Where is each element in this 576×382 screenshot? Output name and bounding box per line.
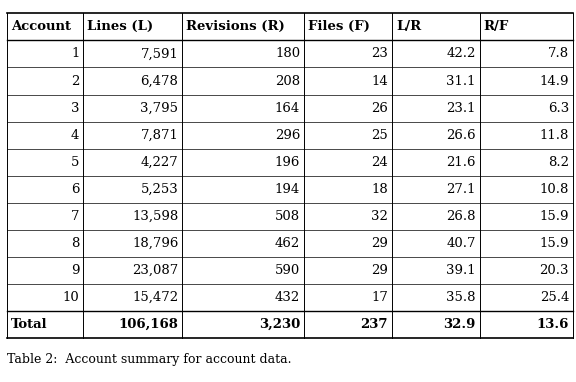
Text: 29: 29: [371, 237, 388, 250]
Text: 23.1: 23.1: [446, 102, 476, 115]
Text: 35.8: 35.8: [446, 291, 476, 304]
Text: 25: 25: [371, 129, 388, 142]
Text: 13.6: 13.6: [537, 318, 569, 331]
Text: 180: 180: [275, 47, 300, 60]
Text: 208: 208: [275, 74, 300, 87]
Text: 15.9: 15.9: [540, 210, 569, 223]
Text: R/F: R/F: [484, 20, 509, 33]
Text: 8.2: 8.2: [548, 156, 569, 169]
Text: Revisions (R): Revisions (R): [187, 20, 285, 33]
Text: 1: 1: [71, 47, 79, 60]
Text: 27.1: 27.1: [446, 183, 476, 196]
Text: Account: Account: [11, 20, 71, 33]
Text: 9: 9: [71, 264, 79, 277]
Text: 40.7: 40.7: [446, 237, 476, 250]
Text: 32: 32: [371, 210, 388, 223]
Text: 14.9: 14.9: [540, 74, 569, 87]
Text: 23,087: 23,087: [132, 264, 179, 277]
Text: 237: 237: [361, 318, 388, 331]
Text: 3,230: 3,230: [259, 318, 300, 331]
Text: 164: 164: [275, 102, 300, 115]
Text: 25.4: 25.4: [540, 291, 569, 304]
Text: 6,478: 6,478: [141, 74, 179, 87]
Text: 18: 18: [371, 183, 388, 196]
Text: 4: 4: [71, 129, 79, 142]
Text: 13,598: 13,598: [132, 210, 179, 223]
Text: 31.1: 31.1: [446, 74, 476, 87]
Text: 26.8: 26.8: [446, 210, 476, 223]
Text: 32.9: 32.9: [444, 318, 476, 331]
Text: Lines (L): Lines (L): [88, 20, 154, 33]
Text: 15,472: 15,472: [132, 291, 179, 304]
Text: 4,227: 4,227: [141, 156, 179, 169]
Text: 7: 7: [71, 210, 79, 223]
Text: 7.8: 7.8: [548, 47, 569, 60]
Text: 7,871: 7,871: [141, 129, 179, 142]
Text: 8: 8: [71, 237, 79, 250]
Text: 26.6: 26.6: [446, 129, 476, 142]
Text: 11.8: 11.8: [540, 129, 569, 142]
Text: 5,253: 5,253: [141, 183, 179, 196]
Text: 3: 3: [71, 102, 79, 115]
Text: 194: 194: [275, 183, 300, 196]
Text: 508: 508: [275, 210, 300, 223]
Text: 18,796: 18,796: [132, 237, 179, 250]
Text: 462: 462: [275, 237, 300, 250]
Text: 21.6: 21.6: [446, 156, 476, 169]
Text: 3,795: 3,795: [141, 102, 179, 115]
Text: Files (F): Files (F): [308, 20, 370, 33]
Text: 5: 5: [71, 156, 79, 169]
Text: 590: 590: [275, 264, 300, 277]
Text: 296: 296: [275, 129, 300, 142]
Text: L/R: L/R: [396, 20, 421, 33]
Text: 14: 14: [371, 74, 388, 87]
Text: 17: 17: [371, 291, 388, 304]
Text: 24: 24: [371, 156, 388, 169]
Text: 6.3: 6.3: [548, 102, 569, 115]
Text: 26: 26: [371, 102, 388, 115]
Text: 23: 23: [371, 47, 388, 60]
Text: Table 2:  Account summary for account data.: Table 2: Account summary for account dat…: [7, 353, 291, 366]
Text: 29: 29: [371, 264, 388, 277]
Text: 2: 2: [71, 74, 79, 87]
Text: 10.8: 10.8: [540, 183, 569, 196]
Text: 42.2: 42.2: [446, 47, 476, 60]
Text: 432: 432: [275, 291, 300, 304]
Text: 20.3: 20.3: [540, 264, 569, 277]
Text: Total: Total: [11, 318, 48, 331]
Text: 6: 6: [71, 183, 79, 196]
Text: 39.1: 39.1: [446, 264, 476, 277]
Text: 106,168: 106,168: [119, 318, 179, 331]
Text: 196: 196: [275, 156, 300, 169]
Text: 7,591: 7,591: [141, 47, 179, 60]
Text: 15.9: 15.9: [540, 237, 569, 250]
Text: 10: 10: [63, 291, 79, 304]
